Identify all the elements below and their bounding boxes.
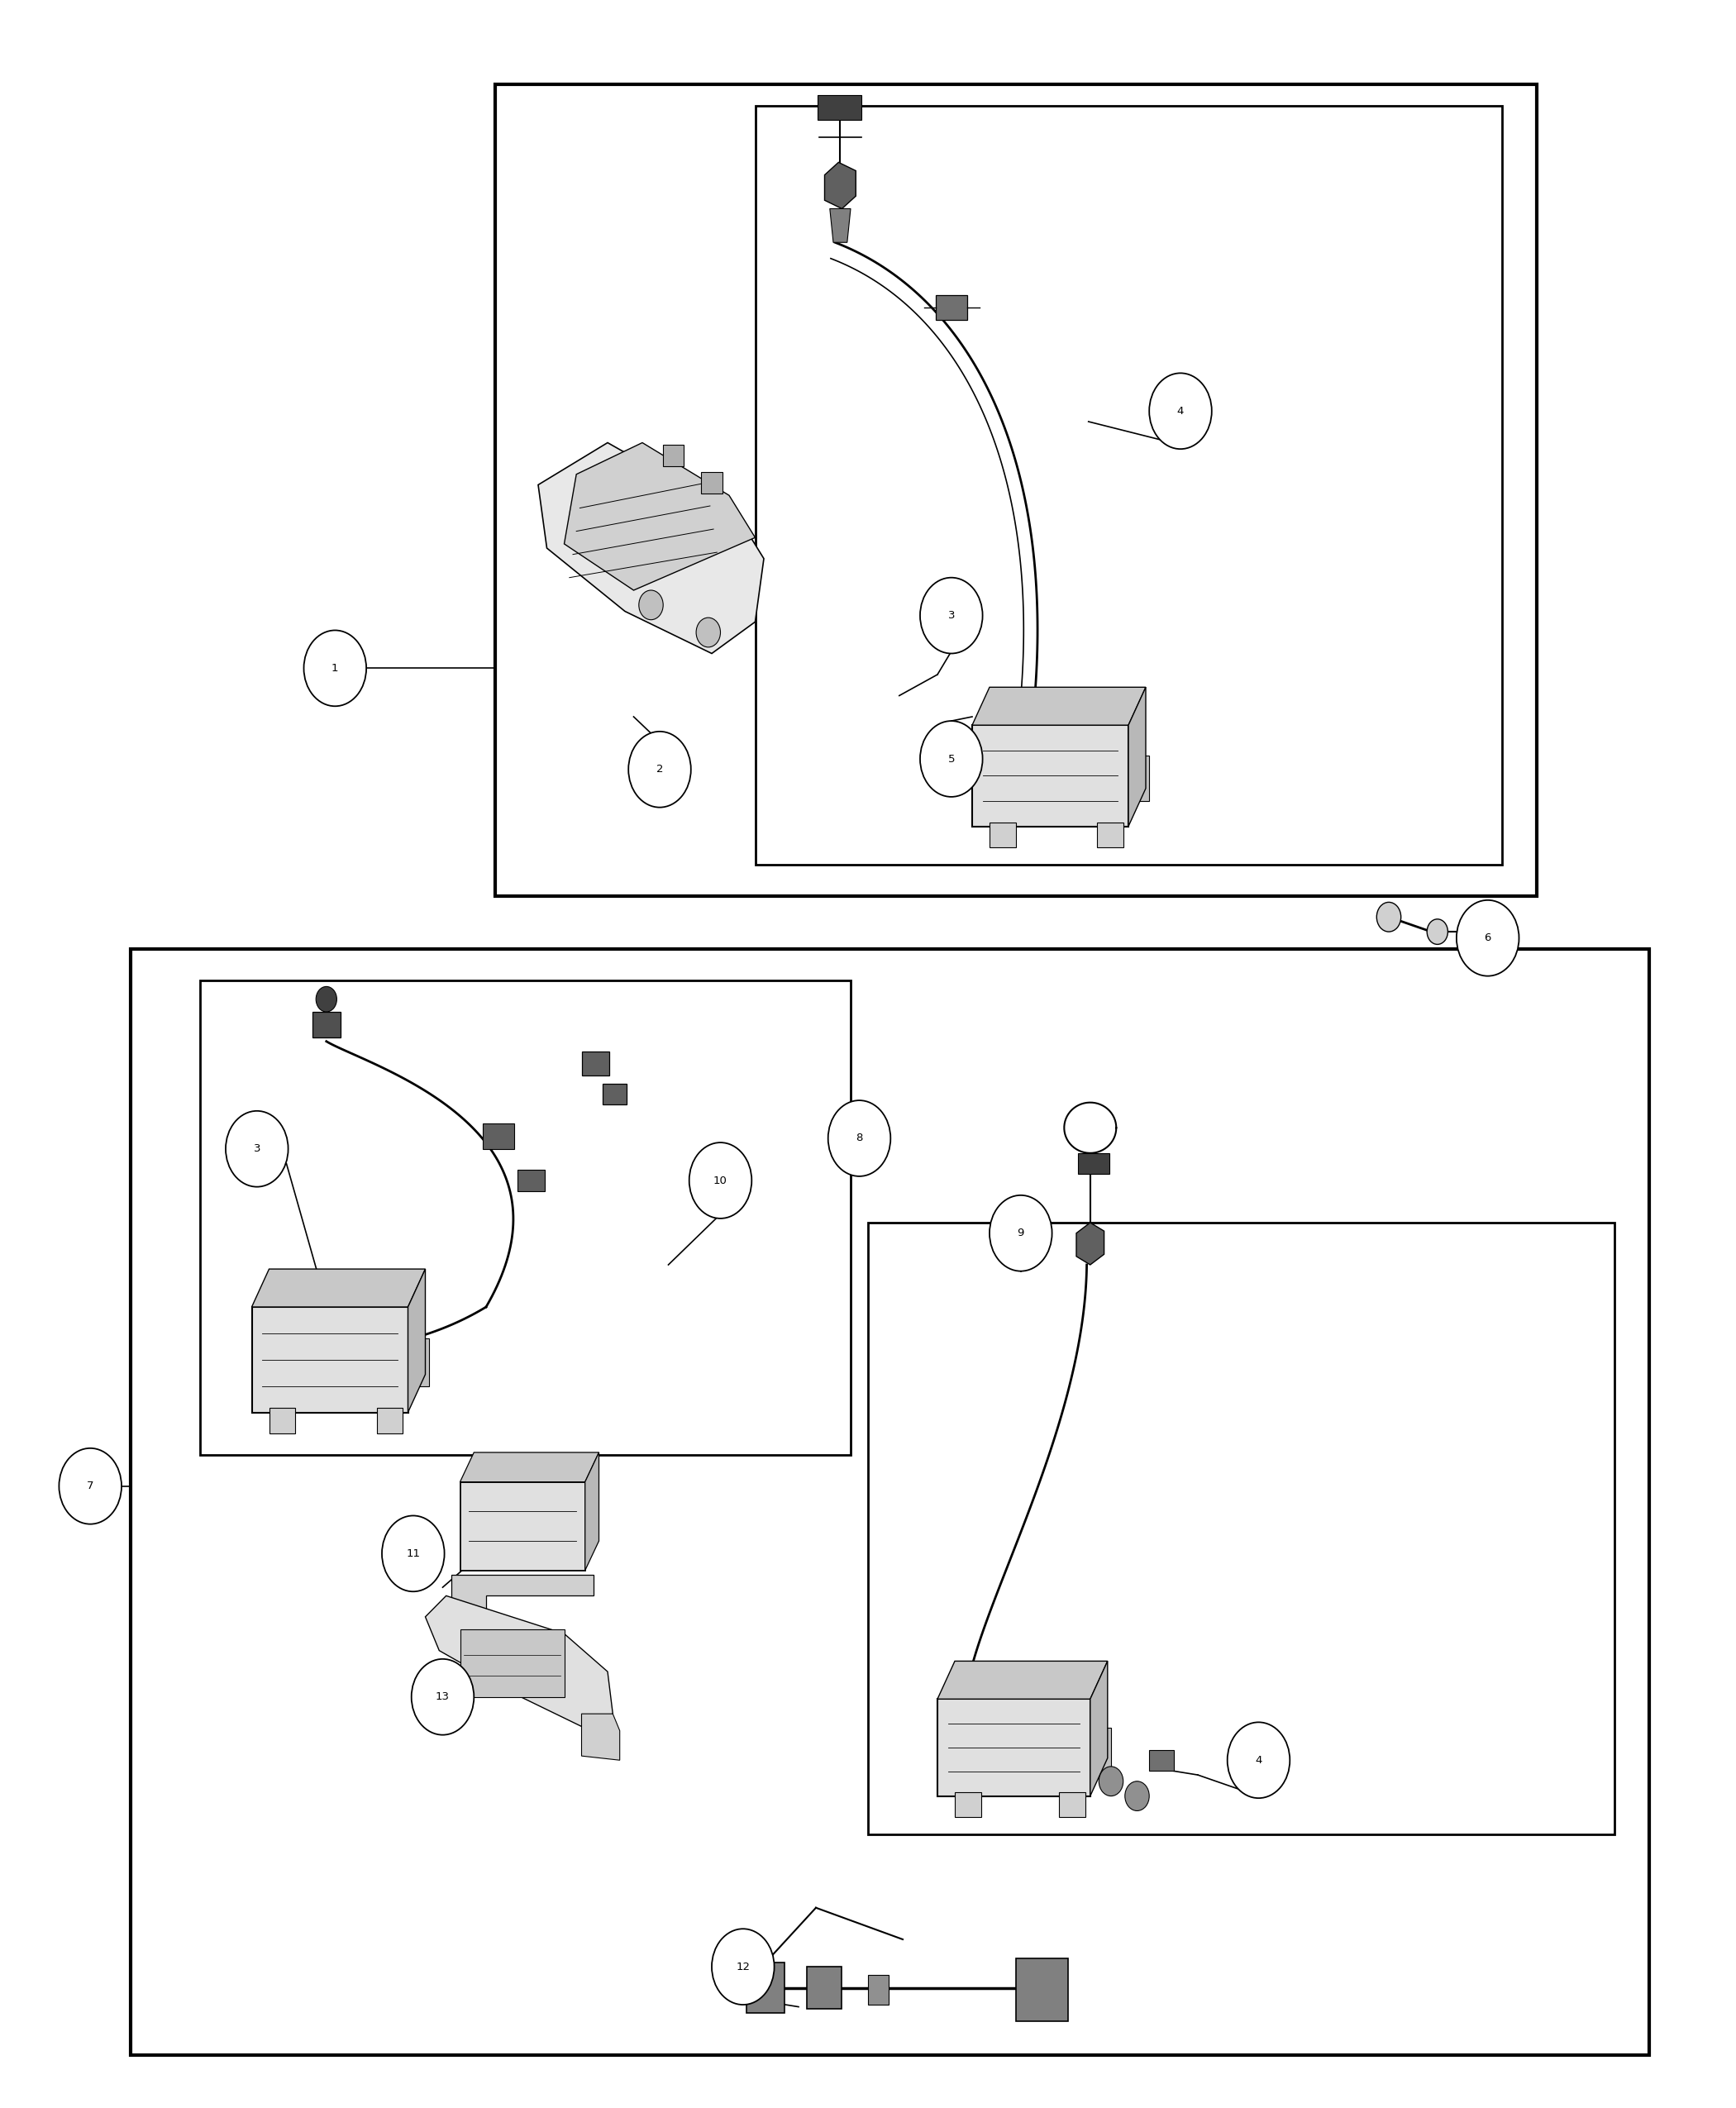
Bar (1128, 755, 1149, 801)
Bar (483, 1124, 514, 1149)
Bar (1149, 1750, 1174, 1771)
Bar (377, 1408, 403, 1433)
Polygon shape (538, 443, 764, 653)
Bar (1059, 1792, 1085, 1817)
Bar (1016, 1958, 1068, 2022)
Circle shape (1099, 1767, 1123, 1796)
Circle shape (1457, 900, 1519, 976)
Polygon shape (451, 1575, 594, 1613)
Bar (755, 105, 1502, 864)
Polygon shape (425, 1596, 613, 1726)
Circle shape (59, 1448, 122, 1524)
Text: 13: 13 (436, 1691, 450, 1703)
Bar (517, 1170, 545, 1191)
Text: 2: 2 (656, 763, 663, 776)
Polygon shape (1128, 687, 1146, 826)
Circle shape (712, 1929, 774, 2005)
Polygon shape (825, 162, 856, 209)
Text: 12: 12 (736, 1960, 750, 1973)
Text: 3: 3 (253, 1143, 260, 1155)
Bar (269, 1408, 295, 1433)
Circle shape (920, 721, 983, 797)
Bar (130, 949, 1649, 2055)
Bar (955, 1792, 981, 1817)
Circle shape (628, 731, 691, 807)
Circle shape (316, 987, 337, 1012)
Bar (582, 1052, 609, 1075)
Polygon shape (1076, 1223, 1104, 1265)
Bar (200, 980, 851, 1455)
Circle shape (1125, 1781, 1149, 1811)
Bar (1097, 822, 1123, 847)
Bar (701, 472, 722, 493)
Text: 11: 11 (406, 1547, 420, 1560)
Bar (936, 295, 967, 320)
Polygon shape (937, 1661, 1108, 1699)
Circle shape (990, 1195, 1052, 1271)
Bar (252, 1307, 408, 1412)
Circle shape (226, 1111, 288, 1187)
Text: 1: 1 (332, 662, 339, 675)
Polygon shape (972, 687, 1146, 725)
Circle shape (1227, 1722, 1290, 1798)
Bar (972, 725, 1128, 826)
Text: 8: 8 (856, 1132, 863, 1145)
Polygon shape (585, 1452, 599, 1570)
Circle shape (1427, 919, 1448, 944)
Bar (937, 1699, 1090, 1796)
Circle shape (689, 1143, 752, 1218)
Bar (602, 1084, 627, 1105)
Polygon shape (582, 1714, 620, 1760)
Text: 4: 4 (1177, 405, 1184, 417)
Polygon shape (830, 209, 851, 242)
Bar (990, 822, 1016, 847)
Polygon shape (460, 1452, 599, 1482)
Bar (746, 1963, 785, 2013)
Circle shape (639, 590, 663, 620)
Circle shape (828, 1100, 891, 1176)
Bar (1078, 1153, 1109, 1174)
Polygon shape (564, 443, 755, 590)
Bar (1090, 1729, 1111, 1771)
Text: 10: 10 (713, 1174, 727, 1187)
Circle shape (1377, 902, 1401, 932)
Bar (408, 1339, 429, 1387)
Bar (807, 1967, 842, 2009)
Polygon shape (1090, 1661, 1108, 1796)
Polygon shape (408, 1269, 425, 1412)
Circle shape (696, 618, 720, 647)
Circle shape (304, 630, 366, 706)
Bar (495, 84, 1536, 896)
Bar (312, 1012, 340, 1037)
Text: 4: 4 (1255, 1754, 1262, 1767)
Text: 5: 5 (948, 753, 955, 765)
Circle shape (411, 1659, 474, 1735)
Bar (868, 1975, 889, 2005)
Text: 9: 9 (1017, 1227, 1024, 1240)
Polygon shape (252, 1269, 425, 1307)
Circle shape (1149, 373, 1212, 449)
Circle shape (382, 1516, 444, 1592)
Bar (868, 1223, 1614, 1834)
Circle shape (920, 578, 983, 653)
Text: 6: 6 (1484, 932, 1491, 944)
Bar (460, 1629, 564, 1697)
Bar (663, 445, 684, 466)
Text: 7: 7 (87, 1480, 94, 1492)
Bar (460, 1482, 585, 1570)
Text: 3: 3 (948, 609, 955, 622)
Bar (818, 95, 861, 120)
